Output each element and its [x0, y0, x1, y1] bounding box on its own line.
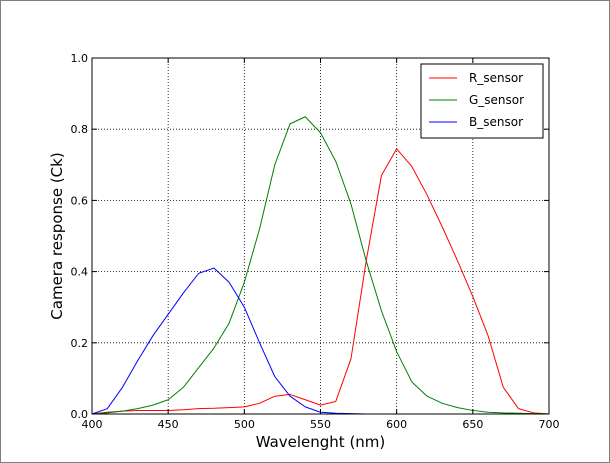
legend-label: B_sensor [469, 115, 523, 129]
x-tick-label: 650 [462, 418, 483, 431]
axis-ticks: 400 450 500 550 600 650 700 0.0 0.2 0.4 0.6 0.8 1.0 [71, 52, 560, 431]
y-axis-title: Camera response (Ck) [48, 152, 66, 319]
x-tick-label: 500 [234, 418, 255, 431]
y-tick-label: 0.8 [71, 123, 89, 136]
x-tick-label: 400 [82, 418, 103, 431]
legend-label: R_sensor [469, 71, 523, 85]
x-tick-label: 700 [539, 418, 560, 431]
y-tick-label: 0.2 [71, 337, 89, 350]
x-tick-label: 600 [386, 418, 407, 431]
y-tick-label: 0.4 [71, 266, 89, 279]
y-tick-label: 1.0 [71, 52, 89, 65]
x-tick-label: 550 [310, 418, 331, 431]
x-tick-label: 450 [158, 418, 179, 431]
grid-lines [92, 58, 549, 414]
series-line-r-sensor [91, 148, 550, 415]
x-axis-title: Wavelenght (nm) [256, 433, 386, 451]
legend: R_sensor G_sensor B_sensor [420, 63, 544, 139]
y-tick-label: 0.6 [71, 194, 89, 207]
legend-box [420, 63, 544, 139]
legend-label: G_sensor [469, 93, 524, 107]
y-tick-label: 0.0 [71, 408, 89, 421]
